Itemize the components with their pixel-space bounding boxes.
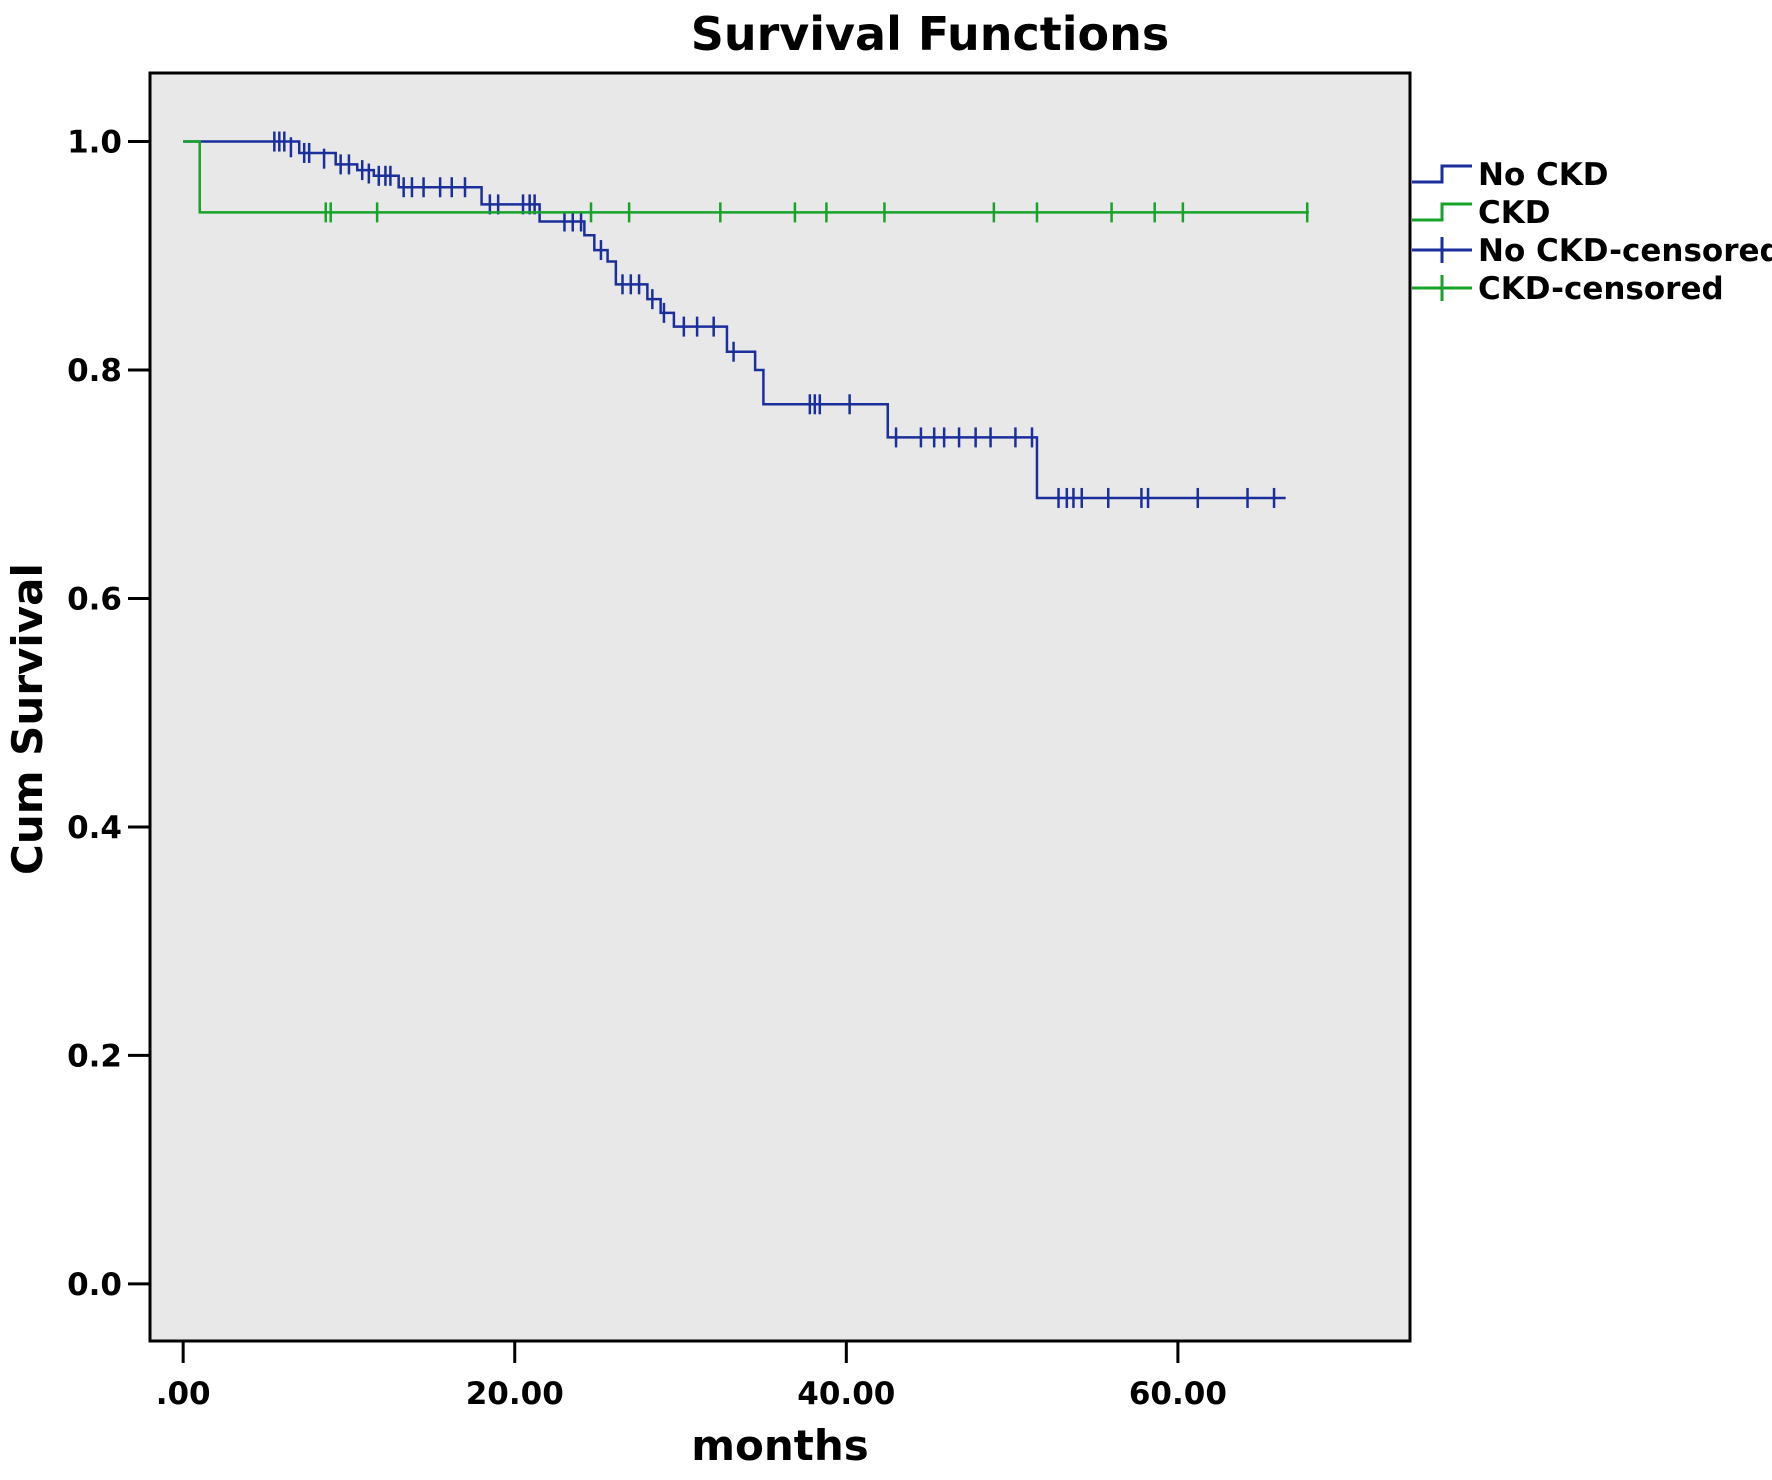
y-tick-label: 0.8	[67, 353, 122, 389]
y-tick-label: 0.6	[67, 581, 122, 617]
x-axis-title: months	[691, 1421, 869, 1470]
legend-label: CKD	[1478, 195, 1551, 231]
y-axis-title: Cum Survival	[3, 563, 52, 875]
legend-swatch	[1412, 164, 1472, 184]
y-tick-label: 0.4	[67, 810, 122, 846]
axis-ticks: 0.0 0.2 0.4 0.6 0.8 1.0 .00 20.00 40.00 60.00	[67, 125, 1227, 1412]
chart-title: Survival Functions	[691, 7, 1170, 61]
plot-area	[148, 71, 1412, 1343]
x-tick-label: 20.00	[466, 1376, 564, 1412]
legend-label: No CKD	[1478, 157, 1609, 193]
x-tick-label: 60.00	[1129, 1376, 1227, 1412]
legend-label: CKD-censored	[1478, 271, 1724, 307]
y-tick-label: 1.0	[67, 125, 122, 161]
series-layer	[183, 131, 1309, 508]
y-tick-label: 0.2	[67, 1038, 122, 1074]
series-line-no-ckd	[183, 140, 1286, 500]
legend-swatch	[1412, 202, 1472, 222]
x-tick-label: 40.00	[797, 1376, 895, 1412]
x-tick-label: .00	[156, 1376, 211, 1412]
series-line-ckd	[183, 140, 1309, 214]
y-tick-label: 0.0	[67, 1267, 122, 1303]
legend-label: No CKD-censored	[1478, 233, 1772, 269]
